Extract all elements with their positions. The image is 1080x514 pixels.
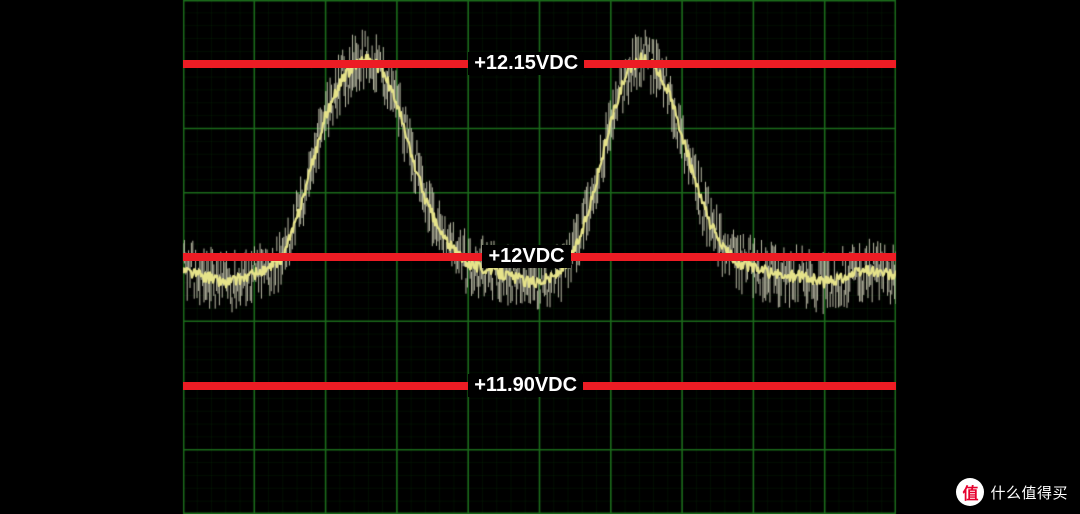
watermark: 值 什么值得买 [956, 478, 1068, 506]
reference-line-label: +12VDC [482, 245, 570, 268]
reference-line-label: +11.90VDC [468, 374, 583, 397]
watermark-badge-icon: 值 [956, 478, 984, 506]
reference-line-label: +12.15VDC [468, 52, 584, 75]
watermark-text: 什么值得买 [990, 482, 1068, 503]
